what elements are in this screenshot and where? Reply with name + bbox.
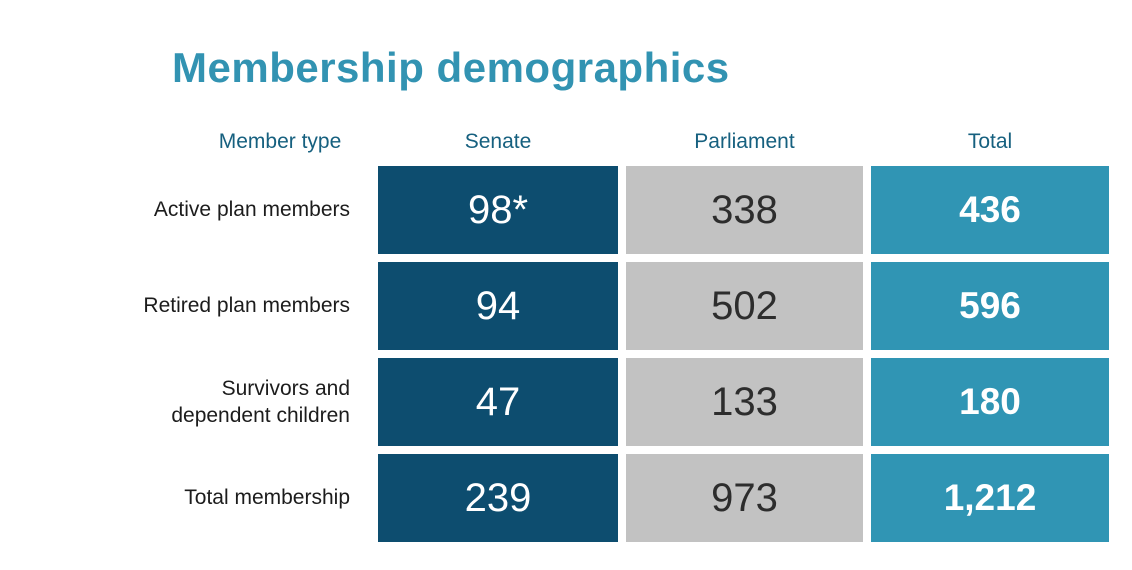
cell-senate-survivors: 47 [378,358,618,446]
column-header-senate: Senate [464,130,532,153]
column-header-member-type: Member type [218,130,342,153]
cell-value: 436 [959,189,1021,230]
cell-value: 239 [464,475,532,520]
cell-senate-total-membership: 239 [378,454,618,542]
cell-value: 133 [711,379,778,424]
cell-total-retired: 596 [871,262,1109,350]
cell-senate-retired: 94 [378,262,618,350]
cell-parliament-active: 338 [626,166,863,254]
cell-total-total-membership: 1,212 [871,454,1109,542]
cell-total-active: 436 [871,166,1109,254]
cell-value: 47 [475,379,521,424]
row-label-active-plan-members: Active plan members [153,198,350,222]
cell-value: 973 [711,475,778,520]
cell-value: 502 [711,283,778,328]
row-label-retired-plan-members: Retired plan members [143,294,350,318]
page-title: Membership demographics [172,44,730,91]
membership-table: Member type Senate Parliament Total Acti… [100,120,1109,542]
cell-value: 596 [959,285,1021,326]
cell-total-survivors: 180 [871,358,1109,446]
cell-senate-active: 98* [378,166,618,254]
cell-value: 94 [475,283,521,328]
cell-parliament-survivors: 133 [626,358,863,446]
row-label-total-membership: Total membership [184,486,350,510]
column-header-total: Total [967,130,1013,153]
cell-parliament-retired: 502 [626,262,863,350]
column-header-parliament: Parliament [694,130,795,153]
cell-value: 180 [959,381,1021,422]
cell-parliament-total-membership: 973 [626,454,863,542]
cell-value: 1,212 [943,477,1037,518]
cell-value: 338 [711,187,778,232]
row-label-survivors-dependent-children: Survivors and dependent children [171,376,350,427]
cell-value: 98* [467,187,529,232]
